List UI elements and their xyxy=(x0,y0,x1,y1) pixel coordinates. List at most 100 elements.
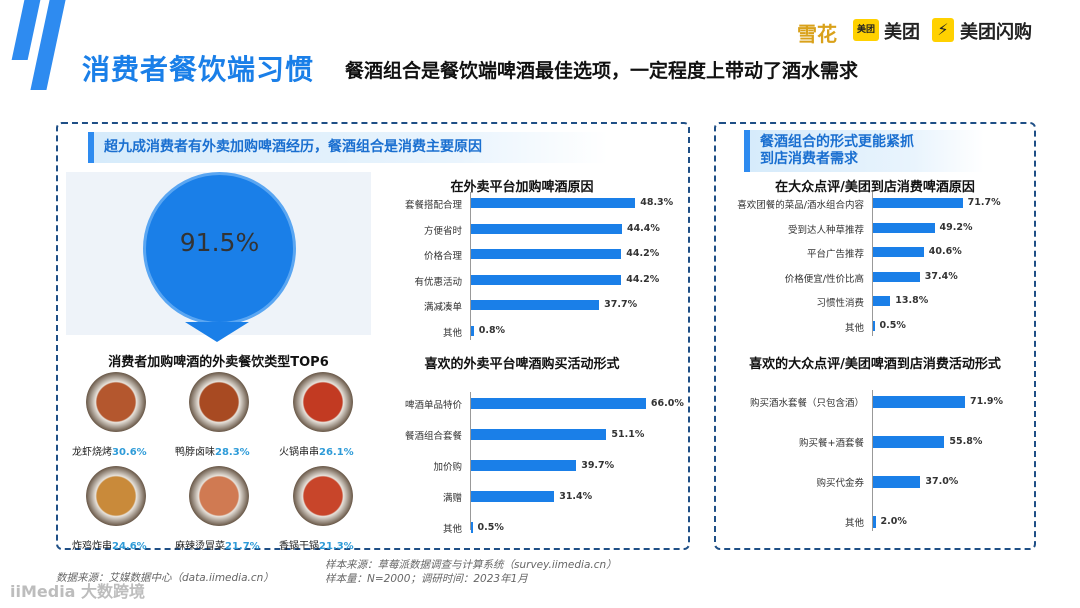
food-percent: 21.3% xyxy=(319,541,354,552)
bar-category-label: 喜欢团餐的菜品/酒水组合内容 xyxy=(737,200,864,211)
bar-category-label: 价格便宜/性价比高 xyxy=(784,273,864,285)
meituan-shangou-logo: 美团闪购 xyxy=(960,22,1032,43)
food-name: 麻辣烫冒菜 xyxy=(175,541,225,552)
bar-value-label: 37.0% xyxy=(925,476,959,487)
food-label: 麻辣烫冒菜21.7% xyxy=(175,537,260,552)
bar xyxy=(471,325,474,336)
bar-category-label: 其他 xyxy=(844,322,864,334)
bar-category-label: 满减凑单 xyxy=(423,302,462,313)
chart-axis xyxy=(470,192,471,340)
bar xyxy=(873,247,924,257)
bar-category-label: 餐酒组合套餐 xyxy=(404,431,462,442)
food-label: 鸭脖卤味28.3% xyxy=(175,443,250,458)
bar-value-label: 0.5% xyxy=(879,319,906,331)
bar xyxy=(873,396,966,408)
food-label: 火锅串串26.1% xyxy=(279,443,354,458)
bar-category-label: 其他 xyxy=(844,518,864,529)
meituan-logo: 美团 xyxy=(884,22,920,43)
food-name: 火锅串串 xyxy=(279,447,319,458)
bar xyxy=(471,522,473,533)
bar-category-label: 购买代金券 xyxy=(816,478,864,489)
meituan-badge: 美团 xyxy=(853,19,879,41)
bar xyxy=(471,223,622,234)
bar-value-label: 2.0% xyxy=(880,516,907,527)
bar-category-label: 平台广告推荐 xyxy=(806,249,864,260)
left-panel-banner: 超九成消费者有外卖加购啤酒经历，餐酒组合是消费主要原因 xyxy=(88,132,608,163)
food-name: 鸭脖卤味 xyxy=(175,447,215,458)
food-percent: 28.3% xyxy=(215,447,250,458)
bar-category-label: 其他 xyxy=(442,524,462,535)
bar xyxy=(471,300,600,310)
left-panel xyxy=(56,122,690,550)
chart-title: 在大众点评/美团到店消费啤酒原因 xyxy=(775,180,975,195)
right-panel-banner: 餐酒组合的形式更能紧抓 到店消费者需求 xyxy=(744,130,984,172)
bar xyxy=(471,274,622,285)
food-image xyxy=(189,372,249,432)
right-banner-line1: 餐酒组合的形式更能紧抓 xyxy=(760,134,914,150)
food-label: 龙虾烧烤30.6% xyxy=(72,443,147,458)
food-name: 龙虾烧烤 xyxy=(72,447,112,458)
bar-category-label: 满赠 xyxy=(442,493,462,504)
bar-value-label: 13.8% xyxy=(895,295,929,306)
chart-title: 在外卖平台加购啤酒原因 xyxy=(450,180,594,195)
bar-category-label: 购买餐+酒套餐 xyxy=(799,438,864,449)
bar-category-label: 方便省时 xyxy=(423,225,462,237)
bar-category-label: 套餐搭配合理 xyxy=(404,200,462,211)
bar-value-label: 48.3% xyxy=(640,197,674,208)
bar-value-label: 44.2% xyxy=(626,248,660,259)
food-name: 香锅干锅 xyxy=(279,541,319,552)
chart-title: 喜欢的大众点评/美团啤酒到店消费活动形式 xyxy=(749,357,1001,372)
food-percent: 26.1% xyxy=(319,447,354,458)
bar-category-label: 加价购 xyxy=(433,462,462,473)
bar xyxy=(873,320,875,331)
snow-beer-logo: 雪花 xyxy=(797,22,837,46)
bar-value-label: 40.6% xyxy=(928,246,962,257)
bar-category-label: 有优惠活动 xyxy=(414,276,462,288)
bar-category-label: 购买酒水套餐（只包含酒） xyxy=(749,398,864,409)
bar xyxy=(873,296,891,306)
bar-category-label: 其他 xyxy=(442,327,462,339)
lightning-icon: ⚡ xyxy=(932,18,954,42)
bar xyxy=(471,198,636,208)
bar xyxy=(873,198,963,208)
bar-category-label: 价格合理 xyxy=(423,251,462,262)
bar-value-label: 37.4% xyxy=(924,270,958,282)
right-panel xyxy=(714,122,1036,550)
food-image xyxy=(293,466,353,526)
source-sample: 样本来源：草莓派数据调查与计算系统（survey.iimedia.cn） xyxy=(325,559,617,571)
watermark: iiMedia 大数跨境 xyxy=(10,582,146,601)
bar-value-label: 71.9% xyxy=(970,396,1003,407)
food-image xyxy=(293,372,353,432)
chart-axis xyxy=(872,192,873,336)
big-stat-circle xyxy=(143,172,296,325)
bar-value-label: 44.2% xyxy=(626,273,660,285)
food-percent: 21.7% xyxy=(225,541,260,552)
food-image xyxy=(86,466,146,526)
bar xyxy=(471,491,555,502)
food-image xyxy=(189,466,249,526)
food-image xyxy=(86,372,146,432)
big-stat-pointer xyxy=(185,322,249,342)
bar xyxy=(471,249,622,259)
header-stripe-1 xyxy=(11,0,41,60)
bar xyxy=(471,429,607,440)
bar-value-label: 55.8% xyxy=(949,436,983,447)
chart-title: 喜欢的外卖平台啤酒购买活动形式 xyxy=(424,357,620,372)
source-size: 样本量：N=2000；调研时间：2023年1月 xyxy=(325,573,528,585)
bar-value-label: 51.1% xyxy=(611,428,645,440)
right-banner-line2: 到店消费者需求 xyxy=(760,151,858,167)
page-subtitle: 餐酒组合是餐饮端啤酒最佳选项，一定程度上带动了酒水需求 xyxy=(345,60,859,82)
bar-value-label: 39.7% xyxy=(581,459,615,471)
food-types-title: 消费者加购啤酒的外卖餐饮类型TOP6 xyxy=(108,355,329,370)
food-label: 炸鸡炸串24.6% xyxy=(72,537,147,552)
food-percent: 30.6% xyxy=(112,447,147,458)
bar-value-label: 66.0% xyxy=(650,397,684,409)
food-label: 香锅干锅21.3% xyxy=(279,537,354,552)
bar-category-label: 习惯性消费 xyxy=(816,298,864,309)
bar xyxy=(873,436,945,448)
page-title: 消费者餐饮端习惯 xyxy=(82,53,315,86)
big-stat-value: 91.5% xyxy=(179,228,260,257)
bar xyxy=(873,222,935,233)
bar xyxy=(873,271,920,282)
bar xyxy=(471,398,646,409)
